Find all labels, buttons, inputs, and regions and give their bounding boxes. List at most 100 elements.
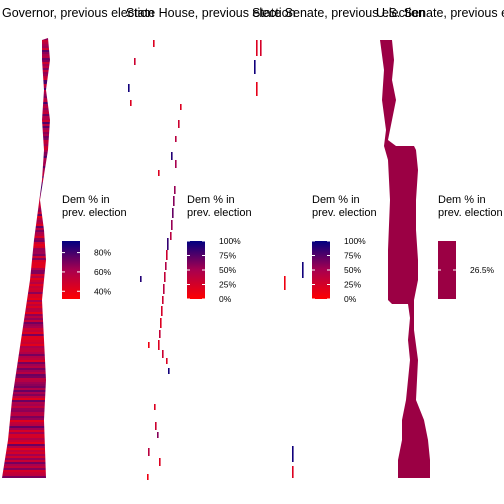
district-stripe [2,472,50,474]
district-stripe [2,102,50,104]
district-stripe [2,150,50,152]
district-stripe [2,86,50,88]
district-stripe [2,212,50,214]
district-stripe [0,478,52,480]
district-stripe [2,330,50,332]
district-stripe [2,268,50,270]
district-sliver [155,422,157,430]
district-stripe [2,60,50,62]
district-stripe [2,152,50,154]
district-stripe [2,94,50,96]
district-sliver [302,262,304,278]
district-stripe [2,328,50,330]
district-stripe [2,78,50,80]
district-sliver [158,340,160,350]
district-stripe [2,340,50,342]
district-stripe [2,216,50,218]
district-sliver [161,306,163,316]
district-stripe [2,254,50,256]
district-stripe [2,232,50,234]
district-stripe [2,382,50,384]
district-stripe [2,288,50,290]
district-stripe [2,100,50,102]
district-stripe [2,70,50,72]
district-stripe [2,458,50,460]
district-stripe [2,334,50,336]
district-stripe [2,106,50,108]
district-stripe [2,374,50,376]
district-stripe [2,358,50,360]
map-state-house [128,40,182,480]
district-stripe [2,210,50,212]
district-stripe [2,292,50,294]
district-stripe [2,214,50,216]
district-stripe [2,456,50,458]
district-stripe [2,436,50,438]
legend-tick-label: 50% [219,265,236,275]
district-stripe [2,450,50,452]
district-stripe [2,320,50,322]
district-stripe [2,468,50,470]
legend-title-line2: prev. election [312,207,377,219]
district-stripe [2,68,50,70]
legend-tick-label: 25% [219,280,236,290]
district-stripe [2,438,50,440]
district-sliver [292,446,294,462]
district-stripe [2,190,50,192]
district-stripe [2,432,50,434]
district-sliver [175,136,177,142]
district-stripe [2,326,50,328]
district-sliver [292,466,294,478]
district-stripe [2,248,50,250]
district-stripe [2,194,50,196]
district-stripe [2,466,50,468]
district-stripe [2,430,50,432]
district-sliver [128,84,130,92]
district-stripe [2,200,50,202]
district-stripe [2,302,50,304]
district-stripe [2,228,50,230]
district-stripe [2,164,50,166]
district-stripe [2,116,50,118]
district-stripe [2,92,50,94]
district-stripe [2,84,50,86]
district-stripe [2,272,50,274]
district-stripe [2,224,50,226]
district-stripe [2,82,50,84]
district-stripe [2,406,50,408]
district-stripe [2,112,50,114]
district-sliver [168,368,170,374]
district-stripe [2,386,50,388]
district-stripe [2,284,50,286]
district-stripe [2,114,50,116]
district-stripe [2,88,50,90]
district-sliver [171,220,173,230]
district-stripe [2,128,50,130]
district-stripe [2,398,50,400]
legend-tick-label: 0% [219,294,232,304]
district-stripe [2,256,50,258]
legend-tick-label: 75% [344,251,361,261]
district-stripe [2,350,50,352]
district-stripe [2,434,50,436]
district-stripe [2,250,50,252]
district-stripe [2,344,50,346]
district-stripe [0,36,52,38]
district-sliver [167,238,169,250]
district-stripe [2,208,50,210]
district-stripe [2,420,50,422]
district-stripe [2,104,50,106]
panel-title-state-senate: State Senate, previous election [252,6,425,20]
district-stripe [2,108,50,110]
district-stripe [2,306,50,308]
district-stripe [2,198,50,200]
legend-tick-label: 60% [94,267,111,277]
map-state-senate [254,40,304,478]
district-stripe [2,244,50,246]
district-stripe [2,62,50,64]
district-sliver [260,40,262,56]
district-stripe [2,42,50,44]
district-sliver [134,58,136,65]
district-stripe [2,414,50,416]
district-stripe [2,144,50,146]
